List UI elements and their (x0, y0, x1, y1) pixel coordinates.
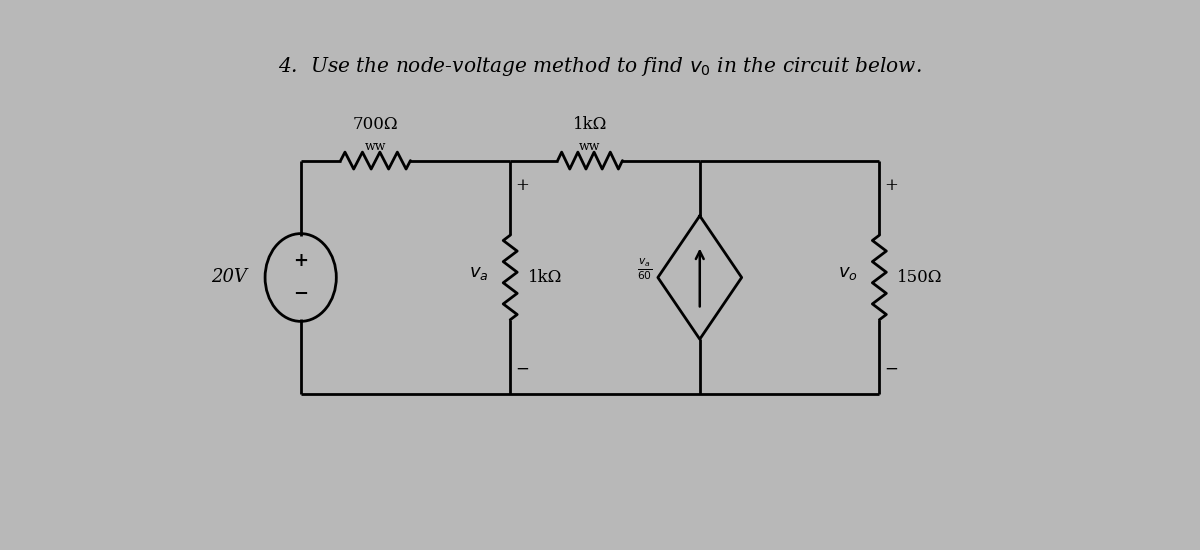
Text: ww: ww (580, 140, 601, 152)
Text: ww: ww (365, 140, 386, 152)
Text: −: − (515, 361, 529, 378)
Text: 20V: 20V (211, 268, 247, 287)
Text: −: − (293, 285, 308, 304)
Text: $v_o$: $v_o$ (838, 263, 857, 282)
Text: 700Ω: 700Ω (353, 116, 398, 133)
Text: 1kΩ: 1kΩ (572, 116, 607, 133)
Text: +: + (293, 251, 308, 270)
Text: 1kΩ: 1kΩ (528, 269, 563, 286)
Text: 4.  Use the node-voltage method to find $v_0$ in the circuit below.: 4. Use the node-voltage method to find $… (278, 54, 922, 78)
Text: +: + (884, 177, 899, 194)
Text: +: + (515, 177, 529, 194)
Text: $\frac{v_a}{60}$: $\frac{v_a}{60}$ (637, 257, 653, 282)
Text: −: − (884, 361, 899, 378)
Text: $v_a$: $v_a$ (468, 263, 488, 282)
Text: 150Ω: 150Ω (898, 269, 943, 286)
